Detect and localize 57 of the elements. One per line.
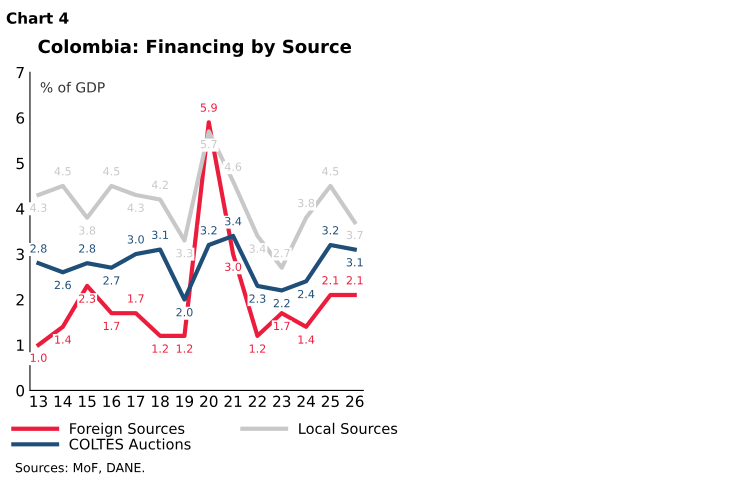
legend-label: Foreign Sources — [70, 422, 184, 437]
legend-label: Local Sources — [299, 422, 398, 434]
data-label: 2.3 — [79, 294, 96, 303]
data-label: 1.7 — [274, 322, 290, 330]
data-label: 1.7 — [128, 294, 144, 303]
y-tick-label: 7 — [16, 66, 24, 78]
data-label: 1.2 — [152, 344, 168, 353]
data-label: 2.2 — [274, 298, 290, 308]
data-label: 2.1 — [346, 276, 363, 284]
x-tick-label: 15 — [79, 396, 96, 408]
data-label: 2.1 — [322, 276, 338, 284]
data-label: 1.2 — [250, 344, 266, 353]
x-tick-label: 13 — [30, 396, 47, 408]
y-axis-title: % of GDP — [40, 82, 105, 93]
data-label: 2.8 — [79, 244, 96, 253]
data-label: 5.9 — [200, 103, 217, 112]
data-label: 2.3 — [249, 294, 266, 303]
data-label: 2.6 — [54, 280, 71, 290]
legend-label: COLTES Auctions — [70, 438, 191, 450]
data-label: 1.4 — [298, 335, 314, 344]
x-tick-label: 18 — [152, 396, 169, 408]
data-label: 2.7 — [103, 276, 120, 284]
y-tick-label: 2 — [16, 294, 24, 306]
data-label: 3.2 — [200, 226, 216, 235]
y-tick-label: 1 — [17, 340, 24, 351]
x-tick-label: 20 — [200, 396, 218, 408]
y-tick-label: 6 — [16, 112, 24, 124]
data-label: 1.0 — [30, 354, 47, 362]
data-label: 3.1 — [152, 230, 168, 240]
x-tick-label: 24 — [297, 396, 315, 407]
data-label: 1.2 — [176, 344, 192, 353]
data-label: 2.4 — [298, 290, 314, 298]
data-label: 3.4 — [225, 217, 242, 226]
data-label: 1.7 — [104, 322, 120, 330]
y-tick-label: 4 — [16, 203, 24, 214]
x-tick-label: 23 — [273, 396, 290, 408]
data-label: 2.0 — [176, 308, 193, 316]
x-tick-label: 16 — [103, 396, 120, 408]
data-label: 3.0 — [128, 235, 144, 244]
x-tick-label: 14 — [54, 396, 72, 407]
data-label: 3.0 — [225, 262, 242, 272]
x-tick-label: 22 — [248, 396, 266, 407]
y-tick-label: 3 — [16, 248, 24, 260]
data-label: 1.4 — [55, 335, 72, 344]
data-label: 3.2 — [322, 226, 338, 235]
x-tick-label: 17 — [128, 396, 144, 407]
source-note: Sources: MoF, DANE. — [16, 462, 144, 474]
chart-title: Colombia: Financing by Source — [38, 39, 352, 57]
data-label: 3.1 — [346, 258, 363, 266]
x-tick-label: 25 — [322, 396, 339, 408]
data-label: 2.8 — [30, 244, 47, 253]
caption: Chart 4 — [6, 12, 68, 24]
x-tick-label: 21 — [224, 396, 242, 407]
y-tick-label: 5 — [16, 158, 24, 170]
y-tick-label: 0 — [16, 384, 24, 396]
x-tick-label: 26 — [346, 396, 364, 408]
x-tick-label: 19 — [176, 396, 194, 408]
